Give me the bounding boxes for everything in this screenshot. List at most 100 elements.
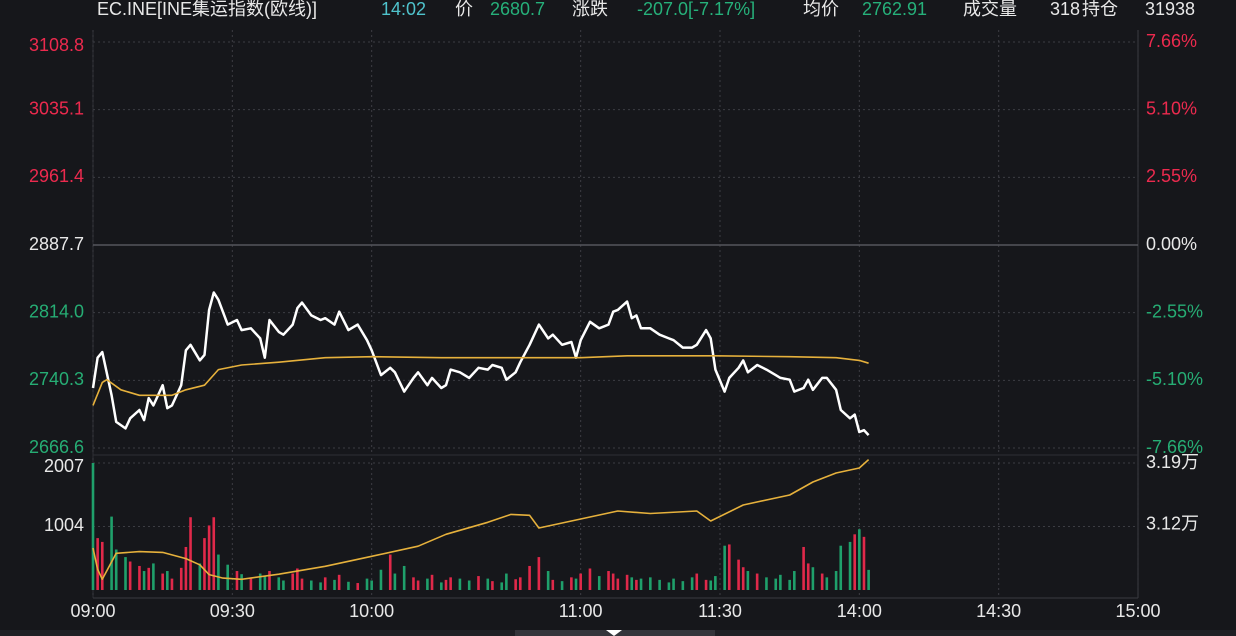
volume-bar — [412, 577, 415, 590]
volume-bar — [616, 578, 620, 590]
volume-bar — [839, 545, 843, 590]
volume-bar — [505, 573, 508, 590]
volume-bar — [333, 579, 336, 590]
volume-bar — [203, 538, 206, 590]
change: -207.0[-7.17%] — [637, 0, 755, 19]
volume-bar — [240, 574, 243, 590]
volume-bar — [477, 576, 480, 590]
volume-bar — [518, 577, 522, 590]
volume-bar — [198, 563, 202, 590]
avg-label: 均价 — [803, 0, 839, 19]
volume-bar — [551, 579, 555, 590]
volume-bar — [430, 574, 434, 590]
volume-bar — [867, 569, 870, 590]
y-tick-label: 3035.1 — [29, 98, 84, 118]
volume-bar — [755, 573, 759, 590]
header: EC.INE[INE集运指数(欧线)] 14:02 价 2680.7 涨跌 -2… — [97, 0, 1195, 19]
volume-bar — [737, 559, 740, 590]
volume-bar — [834, 571, 838, 590]
y-tick-label: 2740.3 — [29, 369, 84, 389]
volume-bar — [811, 567, 815, 590]
volume-bar — [370, 580, 373, 590]
volume-bar — [128, 561, 132, 590]
volume: 318 — [1050, 0, 1080, 19]
volume-bar — [91, 463, 95, 590]
volume-bar — [537, 557, 541, 590]
volume-label: 成交量 — [963, 0, 1017, 19]
volume-bar — [291, 573, 295, 590]
volume-bar — [96, 538, 99, 590]
y-tick-label: 1004 — [44, 515, 84, 535]
volume-bar — [207, 525, 211, 590]
volume-bar — [296, 568, 299, 590]
volume-bar — [217, 554, 220, 590]
volume-bar — [625, 574, 629, 590]
x-tick-label: 10:00 — [349, 601, 394, 621]
x-tick-label: 09:00 — [70, 601, 115, 621]
volume-bar — [579, 573, 582, 590]
y-tick-label: 2814.0 — [29, 301, 84, 321]
y-tick-label: 2887.7 — [29, 234, 84, 254]
x-tick-label: 15:00 — [1115, 601, 1160, 621]
volume-bar — [667, 582, 671, 590]
y2-tick-label: -2.55% — [1146, 301, 1203, 321]
volume-bar — [388, 554, 392, 590]
volume-bar — [124, 557, 127, 590]
volume-bar — [426, 578, 429, 590]
volume-bar — [300, 578, 304, 590]
volume-bar — [179, 567, 183, 590]
volume-bar — [170, 578, 174, 590]
volume-bar — [309, 580, 313, 590]
volume-bar — [500, 582, 504, 590]
volume-bar — [672, 578, 675, 590]
volume-bar — [704, 579, 708, 590]
volume-bar — [514, 579, 517, 590]
x-tick-label: 14:30 — [976, 601, 1021, 621]
volume-bar — [588, 568, 592, 590]
volume-bar — [319, 582, 322, 590]
volume-bar — [444, 579, 448, 590]
y2-tick-label: 3.12万 — [1146, 514, 1199, 534]
volume-bar — [630, 577, 634, 590]
volume-bar — [440, 582, 443, 590]
volume-bar — [114, 549, 118, 590]
volume-bar — [235, 571, 239, 590]
x-tick-label: 14:00 — [837, 601, 882, 621]
x-tick-label: 11:30 — [698, 601, 742, 621]
y2-tick-label: 2.55% — [1146, 166, 1197, 186]
volume-bar — [416, 580, 420, 590]
volume-bar — [695, 573, 699, 590]
y-tick-label: 2666.6 — [29, 437, 84, 457]
volume-bar — [152, 563, 155, 590]
volume-bar — [607, 571, 610, 590]
x-tick-label: 09:30 — [210, 601, 255, 621]
volume-bar — [546, 571, 550, 590]
volume-bar — [263, 576, 267, 590]
volume-bar — [147, 567, 151, 590]
volume-bar — [727, 544, 731, 590]
volume-bar — [788, 579, 791, 590]
volume-bar — [110, 516, 113, 590]
volume-bar — [268, 571, 271, 590]
volume-bar — [853, 534, 856, 590]
volume-bar — [184, 546, 188, 590]
oi: 31938 — [1145, 0, 1195, 19]
volume-bar — [802, 546, 805, 590]
volume-bar — [142, 571, 146, 590]
volume-bar — [681, 581, 685, 590]
y2-tick-label: -5.10% — [1146, 369, 1203, 389]
volume-bar — [793, 571, 796, 590]
y2-tick-label: 0.00% — [1146, 234, 1197, 254]
volume-bar — [746, 571, 750, 590]
price: 2680.7 — [490, 0, 545, 19]
volume-bar — [277, 577, 281, 590]
volume-bar — [365, 578, 369, 590]
volume-bar — [574, 578, 578, 590]
volume-bar — [402, 565, 406, 590]
y-tick-label: 2961.4 — [29, 166, 84, 186]
volume-bar — [337, 574, 341, 590]
volume-bar — [709, 580, 713, 590]
volume-bar — [741, 567, 745, 590]
